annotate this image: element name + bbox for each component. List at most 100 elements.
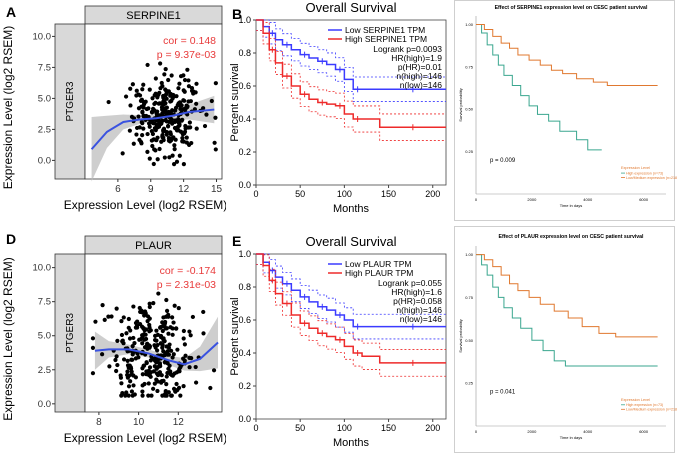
scatter-point <box>179 118 184 123</box>
scatter-point <box>153 148 158 153</box>
confidence-band <box>94 316 219 372</box>
scatter-point <box>181 384 186 389</box>
scatter-point <box>130 343 135 349</box>
x-tick-label: 0 <box>475 429 478 434</box>
scatter-point <box>213 81 218 86</box>
scatter-point <box>133 325 139 330</box>
scatter-point <box>170 332 175 337</box>
y-axis-label: Percent survival <box>229 63 241 141</box>
x-tick-label: 6000 <box>639 429 649 434</box>
chart-title: Effect of SERPINE1 expression level on C… <box>495 5 648 11</box>
figure-frame <box>454 0 675 221</box>
x-tick-label: 12 <box>178 184 190 195</box>
scatter-point <box>170 326 175 331</box>
scatter-point <box>140 341 145 346</box>
scatter-point <box>115 338 120 343</box>
scatter-point <box>167 342 172 347</box>
scatter-point <box>170 315 175 320</box>
scatter-point <box>202 123 208 129</box>
scatter-point <box>143 336 149 342</box>
ci-lower-line <box>256 263 446 377</box>
scatter-point <box>131 304 136 309</box>
scatter-point <box>141 326 146 331</box>
scatter-point <box>180 135 185 141</box>
scatter-point <box>155 135 160 140</box>
scatter-point <box>147 371 152 376</box>
facet-strip-side-label: PTGER3 <box>65 81 76 121</box>
scatter-point <box>90 371 96 376</box>
scatter-point <box>182 77 188 83</box>
scatter-point <box>134 88 139 93</box>
facet-strip-side <box>54 253 86 413</box>
scatter-point <box>134 93 139 98</box>
scatter-point <box>166 366 171 371</box>
scatter-point <box>182 342 187 347</box>
scatter-point <box>128 103 133 108</box>
scatter-point <box>174 128 180 133</box>
scatter-point <box>119 332 125 338</box>
scatter-point <box>123 393 128 398</box>
scatter-point <box>172 143 177 148</box>
scatter-point <box>173 108 178 113</box>
scatter-point <box>141 113 147 118</box>
scatter-point <box>106 314 111 319</box>
ci-upper-line <box>256 253 446 350</box>
x-tick-label: 2000 <box>527 429 537 434</box>
scatter-point <box>168 393 174 398</box>
x-tick-label: 10 <box>133 417 145 428</box>
scatter-point <box>130 352 135 357</box>
y-tick-label: 0.4 <box>238 348 251 358</box>
scatter-point <box>109 314 114 319</box>
scatter-point <box>163 393 168 398</box>
scatter-point <box>124 390 129 395</box>
legend-label: High SERPINE1 TPM <box>345 34 427 44</box>
scatter-point <box>90 336 96 341</box>
ci-upper-line <box>256 253 446 315</box>
scatter-point <box>90 345 96 350</box>
plot-frame <box>255 19 447 186</box>
stats-text: p(HR)=0.01 <box>398 62 442 72</box>
y-axis-label: Survival probability <box>458 88 463 122</box>
scatter-point <box>185 67 190 72</box>
y-tick-label: 0.50 <box>465 107 474 112</box>
scatter-point <box>130 82 135 87</box>
scatter-point <box>151 161 156 167</box>
panel-letter-a: A <box>6 4 17 20</box>
scatter-point <box>162 155 167 160</box>
scatter-point <box>160 342 165 347</box>
scatter-point <box>187 120 192 125</box>
legend-label: Low/Medium expression (n=218) <box>626 408 677 412</box>
scatter-chart-plaur: PLAUR PTGER3 cor = -0.174 p = 2.31e-03 8 10 12… <box>1 235 226 445</box>
scatter-point <box>201 309 206 315</box>
scatter-point <box>167 155 172 160</box>
scatter-point <box>193 364 198 370</box>
scatter-point <box>174 370 180 375</box>
scatter-point <box>157 361 162 366</box>
scatter-point <box>157 90 162 95</box>
scatter-point <box>171 94 176 99</box>
scatter-point <box>130 357 135 362</box>
y-tick-label: 1.00 <box>465 252 474 257</box>
stats-text: p(HR)=0.058 <box>393 296 442 306</box>
scatter-point <box>148 358 153 363</box>
scatter-point <box>189 86 195 91</box>
x-tick-label: 200 <box>425 423 440 433</box>
facet-strip-title: SERPINE1 <box>126 10 180 22</box>
scatter-point <box>176 117 181 122</box>
scatter-point <box>147 124 152 129</box>
legend-label: High PLAUR TPM <box>345 268 413 278</box>
y-tick-label: 5.0 <box>38 93 51 104</box>
panel-letter-b: B <box>232 6 243 22</box>
scatter-point <box>154 328 159 333</box>
plot-frame <box>255 253 447 420</box>
scatter-point <box>124 331 129 336</box>
y-tick-label: 0.8 <box>238 282 251 292</box>
scatter-point <box>142 363 147 368</box>
scatter-point <box>169 348 174 353</box>
scatter-point <box>140 393 145 398</box>
scatter-point <box>156 291 161 296</box>
scatter-point <box>121 315 126 320</box>
ci-upper-line <box>256 19 446 78</box>
scatter-point <box>133 375 138 380</box>
scatter-point <box>194 380 199 385</box>
